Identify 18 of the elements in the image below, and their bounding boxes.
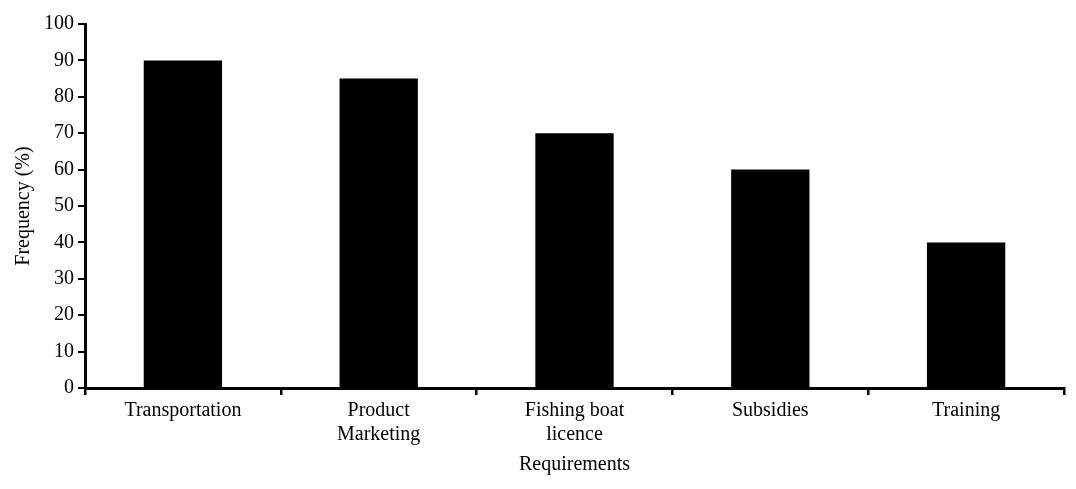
x-tick-label: Training — [932, 398, 1001, 422]
x-tick-label: Product Marketing — [337, 398, 421, 446]
x-tick-label: Transportation — [124, 398, 242, 422]
y-tick-label: 50 — [54, 193, 74, 216]
y-tick-label: 30 — [54, 266, 74, 289]
y-tick-label: 90 — [54, 47, 74, 70]
x-tick-label: Fishing boat licence — [524, 398, 625, 445]
y-tick-label: 60 — [54, 156, 74, 179]
x-axis-title: Requirements — [518, 452, 631, 476]
y-tick-label: 10 — [54, 338, 74, 361]
y-tick-label: 0 — [64, 375, 74, 398]
y-tick-label: 70 — [54, 120, 74, 143]
y-tick-label: 40 — [54, 229, 74, 252]
y-axis-title: Frequency (%) — [11, 146, 35, 266]
x-tick-label: Subsidies — [731, 398, 809, 421]
y-tick-label: 100 — [44, 11, 74, 34]
y-tick-label: 80 — [54, 84, 74, 107]
y-tick-label: 20 — [54, 302, 74, 325]
